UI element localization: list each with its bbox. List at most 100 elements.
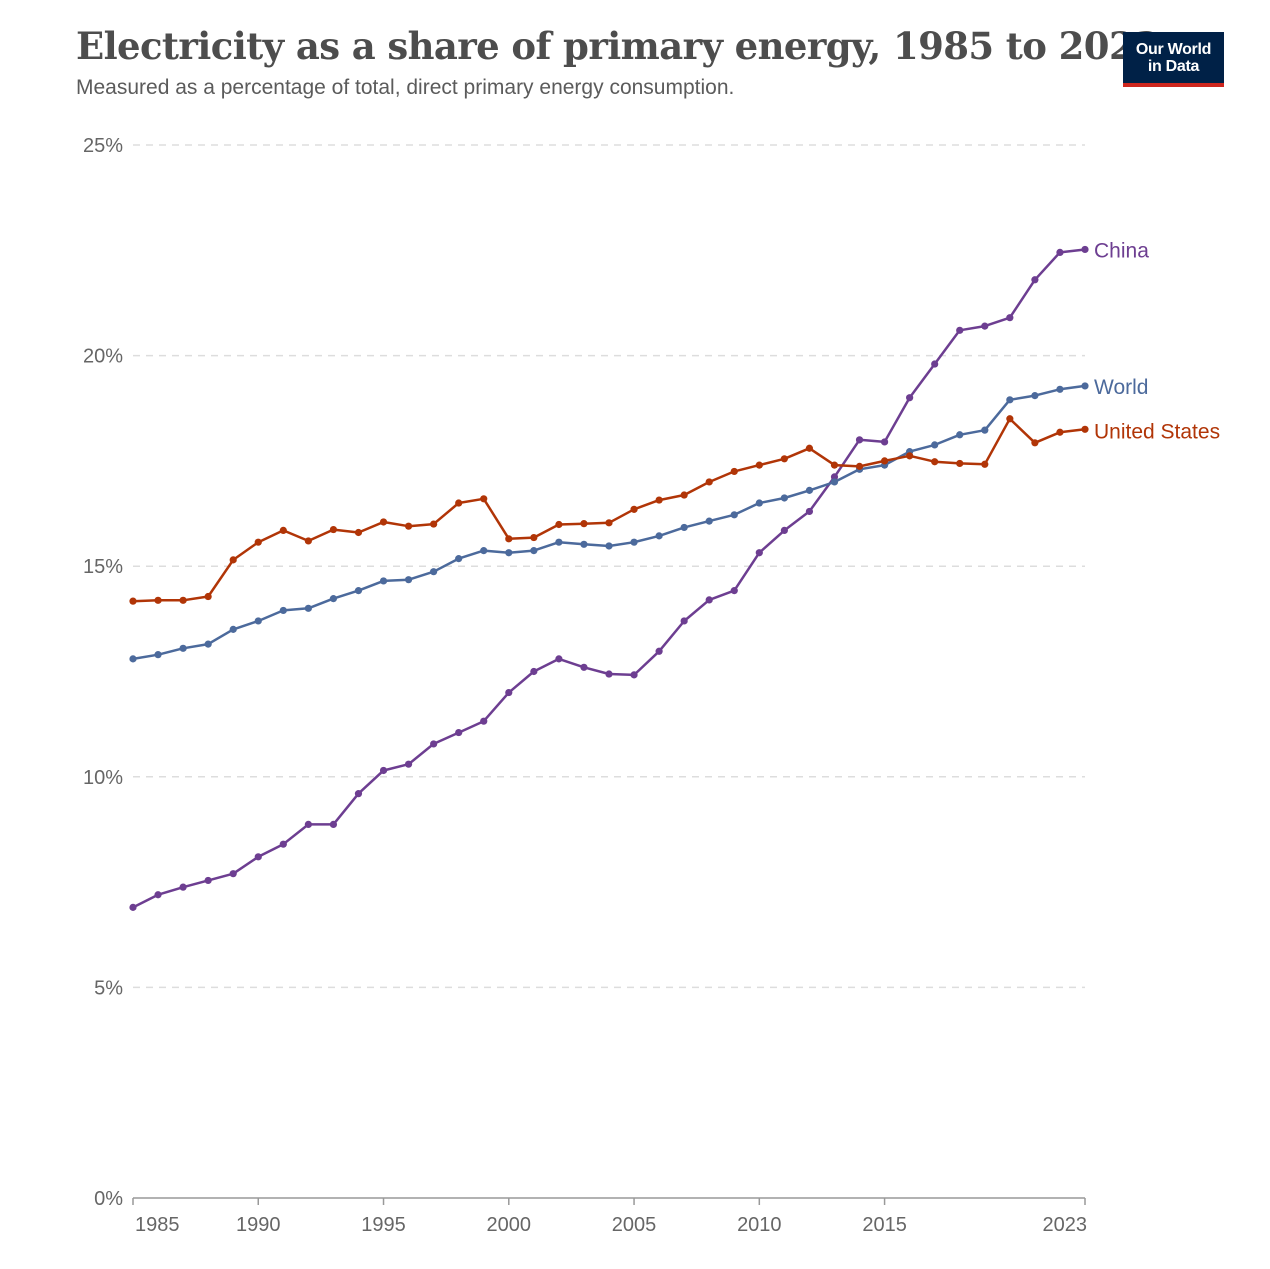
series-china[interactable] xyxy=(129,245,1089,911)
data-point[interactable] xyxy=(555,655,563,663)
data-point[interactable] xyxy=(154,596,162,604)
data-point[interactable] xyxy=(354,528,363,537)
data-point[interactable] xyxy=(931,458,939,466)
series-world[interactable] xyxy=(129,382,1089,663)
data-point[interactable] xyxy=(404,760,413,768)
data-point[interactable] xyxy=(229,870,237,878)
data-point[interactable] xyxy=(279,606,287,615)
data-point[interactable] xyxy=(830,473,839,481)
data-point[interactable] xyxy=(605,670,613,678)
data-point[interactable] xyxy=(680,523,688,532)
data-point[interactable] xyxy=(605,542,613,550)
data-point[interactable] xyxy=(505,549,513,557)
data-point[interactable] xyxy=(931,360,939,368)
data-point[interactable] xyxy=(981,460,989,468)
data-point[interactable] xyxy=(329,820,338,828)
data-point[interactable] xyxy=(830,478,839,486)
data-point[interactable] xyxy=(730,467,738,476)
data-point[interactable] xyxy=(354,587,363,595)
data-point[interactable] xyxy=(780,526,788,534)
data-point[interactable] xyxy=(880,438,889,446)
data-point[interactable] xyxy=(179,883,187,891)
data-point[interactable] xyxy=(755,549,763,557)
data-point[interactable] xyxy=(154,651,162,659)
data-point[interactable] xyxy=(304,604,312,612)
data-point[interactable] xyxy=(1031,276,1039,284)
data-point[interactable] xyxy=(354,790,363,798)
data-point[interactable] xyxy=(379,518,388,526)
series-line[interactable] xyxy=(131,417,1087,603)
owid-logo[interactable]: Our World in Data xyxy=(1123,32,1224,87)
data-point[interactable] xyxy=(705,517,713,525)
data-point[interactable] xyxy=(1031,439,1039,447)
data-point[interactable] xyxy=(981,426,989,434)
data-point[interactable] xyxy=(154,891,162,899)
data-point[interactable] xyxy=(780,494,788,502)
data-point[interactable] xyxy=(430,740,438,748)
data-point[interactable] xyxy=(680,491,688,499)
data-point[interactable] xyxy=(755,499,763,507)
data-point[interactable] xyxy=(480,717,488,725)
data-point[interactable] xyxy=(730,511,738,519)
data-point[interactable] xyxy=(1081,382,1089,390)
data-point[interactable] xyxy=(1006,314,1014,322)
data-point[interactable] xyxy=(555,520,563,529)
data-point[interactable] xyxy=(805,444,814,452)
data-point[interactable] xyxy=(404,522,413,530)
data-point[interactable] xyxy=(1081,245,1089,254)
data-point[interactable] xyxy=(1056,428,1064,436)
data-point[interactable] xyxy=(229,556,237,564)
data-point[interactable] xyxy=(129,655,137,663)
data-point[interactable] xyxy=(379,577,388,585)
data-point[interactable] xyxy=(455,555,463,563)
data-point[interactable] xyxy=(530,533,538,542)
data-point[interactable] xyxy=(204,640,212,648)
data-point[interactable] xyxy=(1081,425,1089,433)
data-point[interactable] xyxy=(931,441,939,449)
data-point[interactable] xyxy=(1056,248,1064,257)
data-point[interactable] xyxy=(179,644,187,652)
data-point[interactable] xyxy=(455,499,463,507)
data-point[interactable] xyxy=(1006,415,1014,423)
data-point[interactable] xyxy=(705,478,713,486)
data-point[interactable] xyxy=(956,326,964,334)
data-point[interactable] xyxy=(505,535,513,543)
series-line[interactable] xyxy=(131,248,1087,909)
data-point[interactable] xyxy=(655,647,663,655)
data-point[interactable] xyxy=(204,876,212,885)
data-point[interactable] xyxy=(855,436,864,444)
data-point[interactable] xyxy=(605,519,613,527)
data-point[interactable] xyxy=(480,547,488,555)
data-point[interactable] xyxy=(279,840,287,848)
data-point[interactable] xyxy=(655,496,663,504)
data-point[interactable] xyxy=(279,526,287,534)
data-point[interactable] xyxy=(179,596,187,604)
data-point[interactable] xyxy=(254,617,262,625)
data-point[interactable] xyxy=(956,459,964,468)
data-point[interactable] xyxy=(1056,385,1064,393)
data-point[interactable] xyxy=(805,507,814,516)
data-point[interactable] xyxy=(530,547,538,555)
data-point[interactable] xyxy=(480,495,488,503)
data-point[interactable] xyxy=(404,576,413,584)
data-point[interactable] xyxy=(730,587,738,595)
data-point[interactable] xyxy=(1006,396,1014,404)
data-point[interactable] xyxy=(254,538,262,546)
data-point[interactable] xyxy=(455,728,463,737)
data-point[interactable] xyxy=(630,538,638,546)
data-point[interactable] xyxy=(329,595,338,603)
data-point[interactable] xyxy=(129,903,137,911)
data-point[interactable] xyxy=(580,663,588,671)
data-point[interactable] xyxy=(530,667,538,676)
data-point[interactable] xyxy=(755,461,763,469)
data-point[interactable] xyxy=(555,538,563,546)
data-point[interactable] xyxy=(830,461,839,469)
data-point[interactable] xyxy=(655,532,663,540)
data-point[interactable] xyxy=(229,625,237,633)
data-point[interactable] xyxy=(204,592,212,601)
series-united-states[interactable] xyxy=(129,415,1089,605)
data-point[interactable] xyxy=(304,820,312,828)
data-point[interactable] xyxy=(304,537,312,545)
data-point[interactable] xyxy=(705,596,713,604)
data-point[interactable] xyxy=(780,455,788,463)
